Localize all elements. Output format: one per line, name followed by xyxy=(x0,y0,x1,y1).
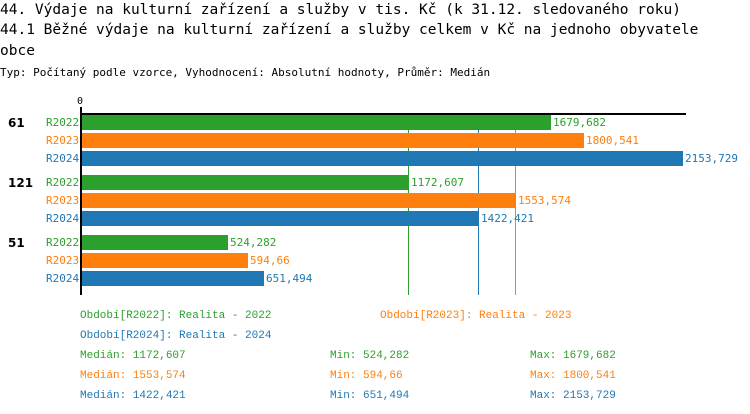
series-label: R2024 xyxy=(46,212,80,225)
median-r2022: Medián: 1172,607 xyxy=(80,350,186,362)
subtitle: Typ: Počítaný podle vzorce, Vyhodnocení:… xyxy=(0,66,491,79)
bar-r2022 xyxy=(82,175,409,190)
median-r2024: Medián: 1422,421 xyxy=(80,390,186,402)
max-r2023: Max: 1800,541 xyxy=(530,370,616,382)
series-label: R2023 xyxy=(46,194,80,207)
data-label: 651,494 xyxy=(266,272,313,285)
data-label: 1422,421 xyxy=(481,212,534,225)
y-axis-line xyxy=(80,107,82,295)
data-label: 1800,541 xyxy=(586,134,639,147)
legend-period-r2024: Období[R2024]: Realita - 2024 xyxy=(80,330,272,342)
min-r2024: Min: 651,494 xyxy=(330,390,410,402)
bar-r2023 xyxy=(82,193,516,208)
bar-r2024 xyxy=(82,151,683,166)
series-label: R2024 xyxy=(46,272,80,285)
max-r2024: Max: 2153,729 xyxy=(530,390,616,402)
data-label: 2153,729 xyxy=(685,152,738,165)
data-label: 1553,574 xyxy=(518,194,571,207)
title-indicator: 44.1 Běžné výdaje na kulturní zařízení a… xyxy=(0,22,699,38)
data-label: 1679,682 xyxy=(553,116,606,129)
series-label: R2022 xyxy=(46,116,80,129)
max-r2022: Max: 1679,682 xyxy=(530,350,616,362)
series-label: R2023 xyxy=(46,254,80,267)
category-label: 121 xyxy=(8,176,34,190)
axis-zero-label: 0 xyxy=(77,96,84,107)
bar-chart: 0 61 R2022 1679,682 R2023 1800,541 R2024 2153,7… xyxy=(8,96,738,295)
x-axis-line xyxy=(81,113,686,115)
bar-r2023 xyxy=(82,133,584,148)
min-r2022: Min: 524,282 xyxy=(330,350,410,362)
title-main: 44. Výdaje na kulturní zařízení a služby… xyxy=(0,2,681,18)
series-label: R2022 xyxy=(46,176,80,189)
median-r2023: Medián: 1553,574 xyxy=(80,370,186,382)
min-r2023: Min: 594,66 xyxy=(330,370,403,382)
category-label: 51 xyxy=(8,236,25,250)
data-label: 524,282 xyxy=(230,236,277,249)
bar-r2022 xyxy=(82,115,551,130)
title-indicator-cont: obce xyxy=(0,43,35,59)
category-label: 61 xyxy=(8,116,25,130)
bar-r2023 xyxy=(82,253,248,268)
data-label: 1172,607 xyxy=(411,176,464,189)
bar-r2024 xyxy=(82,271,264,286)
legend-period-r2023: Období[R2023]: Realita - 2023 xyxy=(380,310,572,322)
series-label: R2022 xyxy=(46,236,80,249)
bar-r2024 xyxy=(82,211,479,226)
series-label: R2023 xyxy=(46,134,80,147)
legend-period-r2022: Období[R2022]: Realita - 2022 xyxy=(80,310,272,322)
bar-r2022 xyxy=(82,235,228,250)
data-label: 594,66 xyxy=(250,254,290,267)
series-label: R2024 xyxy=(46,152,80,165)
